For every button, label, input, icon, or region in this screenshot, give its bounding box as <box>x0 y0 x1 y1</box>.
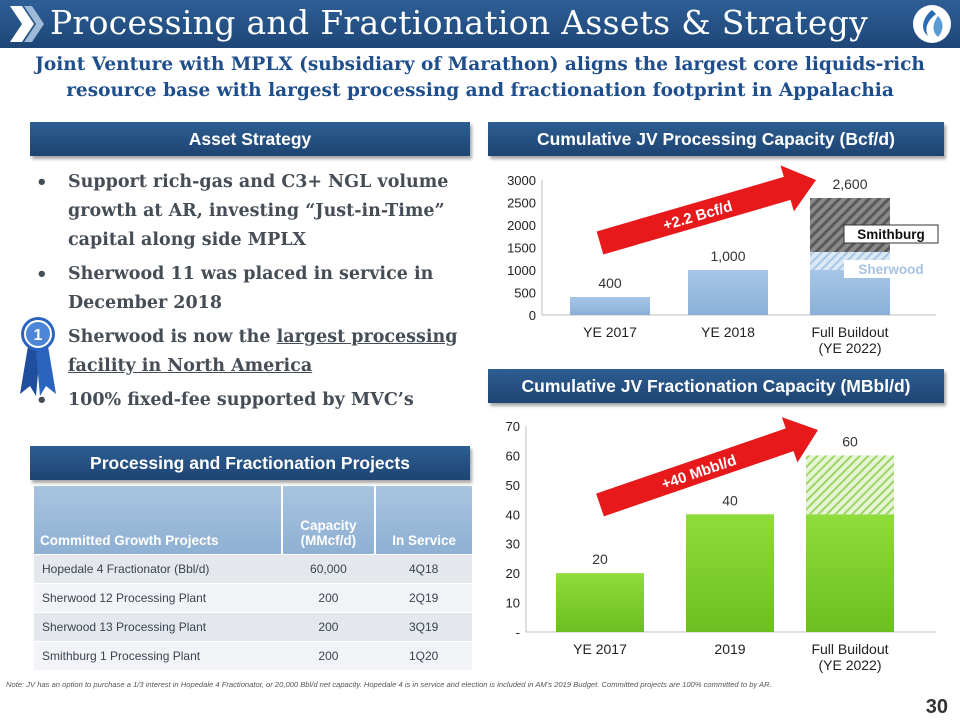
y-tick-label: 2500 <box>507 196 536 211</box>
project-in-service: 1Q20 <box>375 641 472 670</box>
project-name: Sherwood 13 Processing Plant <box>34 612 282 642</box>
x-tick-label: YE 2017 <box>573 641 627 657</box>
list-item: • 100% fixed-fee supported by MVC’s <box>36 390 414 411</box>
data-label: 60 <box>842 433 858 449</box>
data-label: 2,600 <box>832 176 867 192</box>
y-tick-label: 1000 <box>507 263 536 278</box>
x-tick-label: YE 2018 <box>701 324 755 340</box>
chevron-right-icon <box>10 6 44 42</box>
processing-capacity-chart: 0 500 1000 1500 2000 2500 3000 400 YE 2017 1,000 Y… <box>507 165 939 356</box>
fractionation-chart-title: Cumulative JV Fractionation Capacity (MB… <box>488 369 944 403</box>
project-name: Sherwood 12 Processing Plant <box>34 583 282 613</box>
project-capacity: 200 <box>281 641 376 670</box>
x-tick-label: 2019 <box>714 641 745 657</box>
first-place-ribbon-icon: 1 <box>20 317 56 396</box>
page-title: Processing and Fractionation Assets & St… <box>50 3 869 42</box>
projects-header: Processing and Fractionation Projects <box>30 446 470 480</box>
data-label: 400 <box>598 275 622 291</box>
list-item: • Sherwood 11 was placed in service in De… <box>36 264 434 313</box>
x-tick-label: (YE 2022) <box>818 657 881 673</box>
asset-strategy-list: • Support rich-gas and C3+ NGL volume gro… <box>36 168 476 420</box>
y-tick-label: 30 <box>506 537 520 552</box>
bar <box>556 573 644 632</box>
fractionation-capacity-chart: - 10 20 30 40 50 60 70 20 YE 2017 40 2019 60 Full Bui… <box>506 417 936 673</box>
footnote: Note: JV has an option to purchase a 1/3… <box>6 680 772 689</box>
table-row: Sherwood 12 Processing Plant 200 2Q19 <box>34 583 472 613</box>
y-tick-label: 60 <box>506 448 520 463</box>
list-item: Sherwood is now the largest processing f… <box>68 327 458 376</box>
project-name: Smithburg 1 Processing Plant <box>34 641 282 670</box>
y-tick-label: 500 <box>514 286 536 301</box>
y-tick-label: 3000 <box>507 173 536 188</box>
column-header: In Service <box>375 486 472 555</box>
data-label: 20 <box>592 551 608 567</box>
smithburg-label: Smithburg <box>857 227 925 242</box>
data-label: 40 <box>722 492 738 508</box>
list-item: • Support rich-gas and C3+ NGL volume gro… <box>36 172 449 250</box>
bar <box>688 270 768 315</box>
sherwood-legend-box <box>844 260 938 278</box>
subtitle: Joint Venture with MPLX (subsidiary of M… <box>35 54 925 101</box>
processing-chart-title: Cumulative JV Processing Capacity (Bcf/d… <box>488 122 944 156</box>
data-label: 1,000 <box>710 248 745 264</box>
table-row: Sherwood 13 Processing Plant 200 3Q19 <box>34 612 472 642</box>
y-tick-label: 1500 <box>507 241 536 256</box>
project-capacity: 60,000 <box>281 554 376 584</box>
growth-arrow: +2.2 Bcf/d <box>596 165 817 255</box>
table-row: Hopedale 4 Fractionator (Bbl/d) 60,000 4… <box>34 554 472 584</box>
arrow-shape <box>596 165 817 255</box>
y-tick-label: 70 <box>506 419 520 434</box>
x-tick-label: (YE 2022) <box>818 340 881 356</box>
bar-segment <box>806 514 894 632</box>
table-row: Smithburg 1 Processing Plant 200 1Q20 <box>34 641 472 670</box>
bar <box>570 297 650 315</box>
project-capacity: 200 <box>281 612 376 642</box>
y-tick-label: 2000 <box>507 218 536 233</box>
growth-arrow: +40 Mbbl/d <box>596 417 818 517</box>
arrow-shape <box>596 417 818 517</box>
column-header: Committed Growth Projects <box>34 486 283 555</box>
company-logo-icon <box>913 5 951 43</box>
title-bar: Processing and Fractionation Assets & St… <box>0 0 960 48</box>
page-number: 30 <box>925 696 948 718</box>
ribbon-label: 1 <box>34 327 43 344</box>
asset-strategy-header: Asset Strategy <box>30 122 470 156</box>
project-in-service: 4Q18 <box>375 554 472 584</box>
y-tick-label: 20 <box>506 566 520 581</box>
y-tick-label: 40 <box>506 507 520 522</box>
sherwood-label: Sherwood <box>858 262 923 277</box>
bar-segment <box>806 455 894 515</box>
y-tick-label: 50 <box>506 478 520 493</box>
y-tick-label: - <box>516 625 520 640</box>
x-tick-label: Full Buildout <box>811 324 888 340</box>
table-header-row: Committed Growth Projects Capacity (MMcf… <box>34 486 472 555</box>
x-tick-label: YE 2017 <box>583 324 637 340</box>
x-tick-label: Full Buildout <box>811 641 888 657</box>
project-in-service: 2Q19 <box>375 583 472 613</box>
project-capacity: 200 <box>281 583 376 613</box>
column-header: Capacity (MMcf/d) <box>281 486 377 555</box>
bar <box>686 514 774 632</box>
y-tick-label: 10 <box>506 596 520 611</box>
smithburg-legend-box <box>843 224 939 244</box>
projects-table: Committed Growth Projects Capacity (MMcf… <box>34 486 472 670</box>
project-name: Hopedale 4 Fractionator (Bbl/d) <box>34 554 282 584</box>
project-in-service: 3Q19 <box>375 612 472 642</box>
y-tick-label: 0 <box>529 308 536 323</box>
